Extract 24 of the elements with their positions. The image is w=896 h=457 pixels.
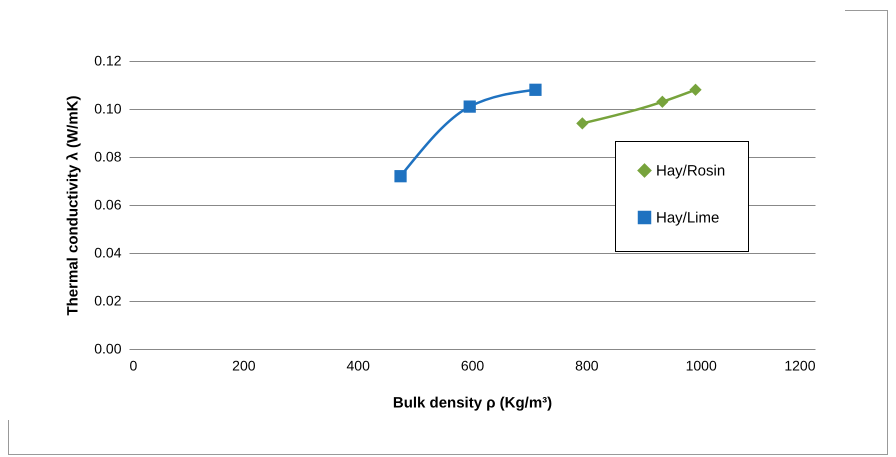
y-tick-label: 0.00 (94, 340, 122, 356)
x-tick-label: 200 (232, 358, 256, 374)
y-axis-title: Thermal conductivity λ (W/mK) (64, 95, 82, 316)
x-tick-label: 1200 (784, 358, 816, 374)
legend-label: Hay/Lime (656, 210, 720, 226)
y-tick-label: 0.04 (94, 244, 122, 260)
x-tick-label: 0 (130, 358, 138, 374)
point (394, 170, 407, 182)
y-tick-label: 0.06 (94, 196, 122, 212)
point (529, 84, 542, 96)
point (689, 84, 702, 96)
x-tick-label: 1000 (686, 358, 717, 374)
point (464, 100, 476, 113)
y-tick-label: 0.10 (94, 100, 122, 116)
x-tick-label: 400 (346, 358, 370, 374)
x-axis-title: Bulk density ρ (Kg/m³) (392, 394, 552, 412)
point (656, 96, 668, 108)
y-tick-label: 0.02 (94, 292, 122, 308)
point (576, 117, 588, 130)
x-tick-label: 600 (460, 358, 484, 374)
legend-label: Hay/Rosin (656, 162, 726, 180)
x-tick-label: 800 (575, 358, 599, 374)
y-tick-label: 0.08 (94, 148, 122, 164)
y-tick-label: 0.12 (94, 52, 122, 68)
